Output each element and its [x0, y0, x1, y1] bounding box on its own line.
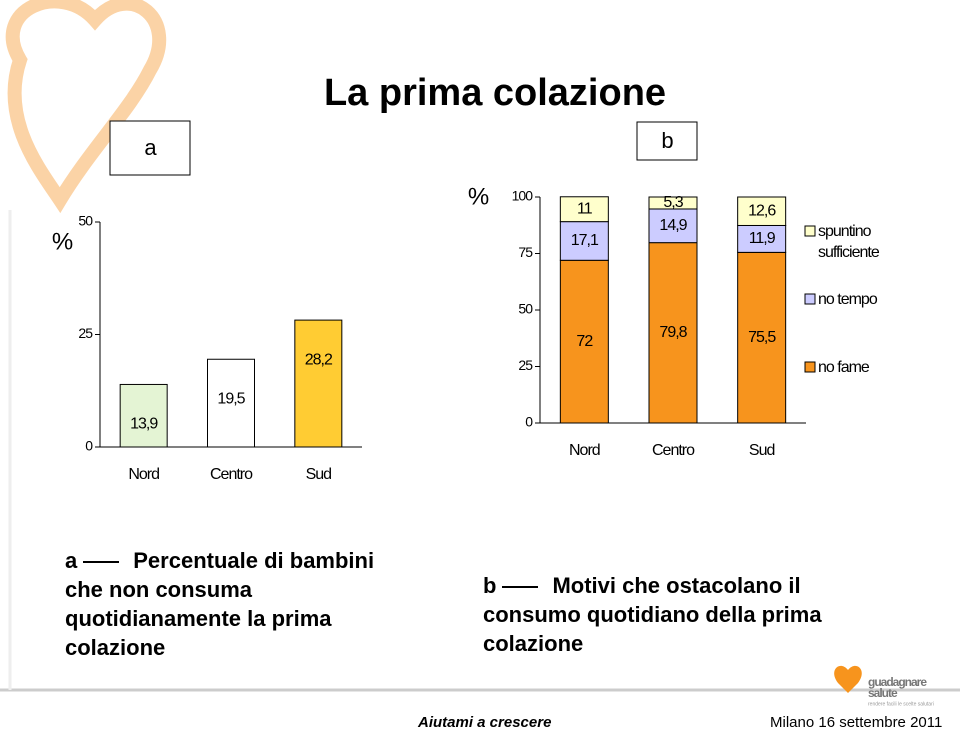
footer-left: Aiutami a crescere: [418, 714, 552, 729]
x-tick-label: Sud: [749, 442, 775, 459]
x-tick-label: Sud: [306, 466, 332, 483]
caption-label: b: [483, 573, 497, 598]
y-tick-label: 0: [525, 414, 533, 430]
bar-segment: [559, 196, 609, 223]
legend-label: no fame: [818, 359, 870, 376]
x-tick-label: Nord: [128, 466, 159, 483]
label-box: [109, 120, 191, 176]
data-label: 11: [577, 200, 593, 217]
data-label: 28,2: [305, 351, 333, 368]
x-tick-label: Centro: [210, 466, 253, 483]
legend-swatch: [804, 361, 816, 373]
bar: [207, 358, 255, 448]
y-tick-label: 25: [518, 357, 533, 373]
data-label: 17,1: [571, 232, 599, 249]
legend-swatch: [804, 225, 816, 237]
data-label: 19,5: [217, 390, 245, 407]
data-label: 13,9: [130, 416, 158, 433]
logo-tagline: rendere facili le scelte salutari: [868, 701, 934, 707]
bar-segment: [648, 242, 698, 424]
y-tick-label: 50: [78, 213, 93, 229]
caption: a Percentuale di bambini che non consuma …: [65, 546, 395, 662]
caption: b Motivi che ostacolano il consumo quotid…: [483, 571, 883, 658]
y-tick-label: 100: [512, 188, 534, 204]
legend-label: spuntino sufficiente: [818, 223, 880, 261]
chart-label: a: [144, 135, 157, 160]
caption-text: Motivi che ostacolano il consumo quotidi…: [483, 573, 822, 656]
caption-dash: [83, 561, 120, 564]
y-tick-label: 50: [518, 301, 533, 317]
x-tick-label: Nord: [569, 442, 600, 459]
y-tick-label: 0: [85, 438, 93, 454]
data-label: 12,6: [748, 202, 776, 219]
label-box: [636, 121, 698, 161]
logo-heart: [834, 665, 862, 693]
legend-label: no tempo: [818, 291, 878, 308]
footer-right: Milano 16 settembre 2011: [770, 714, 943, 729]
x-tick-label: Centro: [652, 442, 695, 459]
bar-segment: [737, 224, 787, 253]
data-label: 14,9: [659, 217, 687, 234]
bar-segment: [648, 196, 698, 210]
y-tick-label: 25: [78, 325, 93, 341]
bar-segment: [559, 259, 609, 424]
y-axis-unit: %: [52, 228, 73, 255]
y-axis-unit: %: [468, 183, 489, 210]
caption-label: a: [65, 548, 78, 573]
y-tick-label: 75: [518, 244, 533, 260]
data-label: 5,3: [663, 194, 683, 211]
caption-dash: [502, 586, 539, 589]
caption-text: Percentuale di bambini che non consuma q…: [65, 548, 375, 660]
logo-text: guadagnare: [868, 675, 927, 689]
logo-text: salute: [868, 686, 898, 700]
data-label: 75,5: [748, 329, 776, 346]
data-label: 11,9: [749, 230, 776, 247]
bar: [119, 383, 168, 448]
chart-label: b: [661, 128, 673, 153]
bar-segment: [737, 196, 787, 226]
data-label: 79,8: [659, 324, 687, 341]
heart-decoration: [5, 0, 167, 214]
legend-swatch: [804, 293, 816, 305]
bar-segment: [737, 251, 787, 424]
bar: [294, 319, 343, 448]
slide-title: La prima colazione: [323, 72, 667, 114]
data-label: 72: [576, 333, 593, 350]
